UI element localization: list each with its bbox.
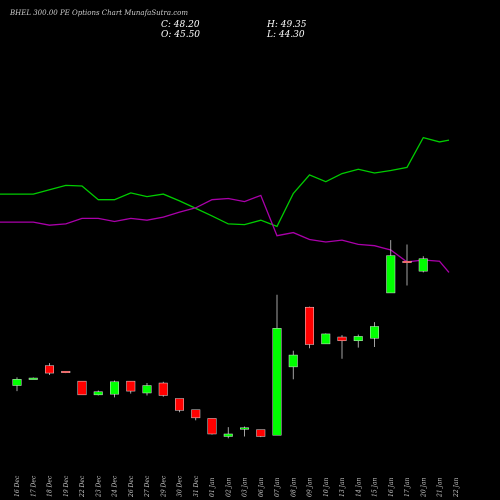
- candle-body: [288, 354, 298, 368]
- candle-body: [191, 409, 201, 419]
- candle-body: [175, 398, 184, 411]
- x-tick-label: 30 Dec: [177, 475, 184, 497]
- candle-body: [45, 365, 54, 374]
- x-tick-label: 23 Dec: [95, 475, 102, 498]
- candle: [288, 350, 298, 380]
- candle-body: [223, 433, 233, 437]
- candles: [12, 240, 428, 439]
- open-value: O: 45.50: [161, 30, 201, 40]
- candle: [370, 322, 379, 347]
- x-tick-label: 29 Dec: [160, 475, 167, 498]
- candle-body: [418, 258, 428, 272]
- x-tick-label: 06 Jan: [258, 477, 265, 497]
- chart-title: BHEL 300.00 PE Options Chart MunafaSutra…: [10, 9, 188, 17]
- candle: [240, 426, 249, 437]
- candle: [223, 427, 233, 439]
- candle: [142, 383, 152, 396]
- x-tick-label: 27 Dec: [144, 475, 151, 498]
- x-tick-label: 13 Jan: [339, 477, 346, 497]
- x-axis-labels: 16 Dec 17 Dec 18 Dec 19 Dec 22 Dec 23 Dec 24 D…: [14, 475, 460, 498]
- x-tick-label: 22 Jan: [453, 477, 460, 498]
- x-tick-label: 16 Jan: [388, 477, 395, 497]
- x-tick-label: 17 Dec: [30, 475, 37, 497]
- x-tick-label: 17 Jan: [404, 477, 411, 497]
- candle: [45, 363, 54, 375]
- candle-body: [110, 381, 119, 395]
- candle-body: [305, 306, 314, 345]
- x-tick-label: 22 Dec: [79, 475, 86, 498]
- candle: [321, 333, 331, 345]
- candle: [353, 334, 363, 348]
- x-tick-label: 03 Jan: [242, 477, 249, 497]
- indicator-lines: [0, 136, 450, 273]
- candle-body: [158, 382, 168, 396]
- candle-body: [240, 427, 249, 430]
- x-tick-label: 16 Dec: [14, 475, 21, 497]
- candle: [402, 244, 412, 286]
- candle-body: [272, 328, 282, 436]
- candle-body: [93, 391, 103, 396]
- candle-body: [402, 260, 412, 263]
- candle-body: [61, 370, 71, 373]
- x-tick-label: 07 Jan: [274, 477, 281, 497]
- candle-body: [386, 255, 396, 294]
- candle: [12, 377, 22, 392]
- x-tick-label: 15 Jan: [372, 477, 379, 497]
- candle: [207, 418, 217, 435]
- candle: [28, 377, 38, 380]
- x-tick-label: 09 Jan: [307, 477, 314, 497]
- candle-body: [321, 333, 331, 345]
- x-tick-label: 18 Dec: [47, 475, 54, 497]
- x-tick-label: 01 Jan: [209, 477, 216, 497]
- candle: [77, 380, 87, 396]
- candle: [175, 398, 184, 413]
- candle: [386, 240, 396, 294]
- candle-body: [370, 326, 379, 339]
- candle-body: [207, 418, 217, 435]
- close-value: C: 48.20: [161, 20, 200, 30]
- x-tick-label: 21 Jan: [437, 477, 444, 498]
- candle: [256, 429, 266, 438]
- x-tick-label: 26 Dec: [128, 475, 135, 498]
- high-value: H: 49.35: [267, 20, 307, 30]
- candle-body: [77, 380, 87, 396]
- candle-body: [12, 379, 22, 386]
- candle: [126, 380, 136, 394]
- candle-body: [28, 377, 38, 380]
- candle: [93, 390, 103, 396]
- candle-body: [337, 336, 347, 342]
- candle-body: [353, 336, 363, 342]
- candle: [305, 306, 314, 349]
- x-tick-label: 02 Jan: [225, 477, 232, 497]
- candle-body: [126, 380, 136, 392]
- candle: [191, 409, 201, 421]
- candle: [337, 335, 347, 359]
- x-tick-label: 08 Jan: [290, 477, 297, 497]
- candle: [61, 370, 71, 374]
- candle-body: [256, 429, 266, 437]
- x-tick-label: 10 Jan: [323, 477, 330, 497]
- candle: [272, 294, 282, 436]
- x-tick-label: 19 Dec: [63, 475, 70, 497]
- indicator-line-2: [0, 194, 450, 273]
- candle: [418, 256, 428, 273]
- x-tick-label: 20 Jan: [420, 477, 427, 498]
- x-tick-label: 31 Dec: [193, 475, 200, 497]
- candle: [110, 380, 119, 398]
- low-value: L: 44.30: [267, 30, 305, 40]
- x-tick-label: 14 Jan: [355, 477, 362, 497]
- candle-body: [142, 385, 152, 394]
- x-tick-label: 24 Dec: [112, 475, 119, 498]
- candle: [158, 381, 168, 397]
- indicator-line-1: [0, 136, 450, 228]
